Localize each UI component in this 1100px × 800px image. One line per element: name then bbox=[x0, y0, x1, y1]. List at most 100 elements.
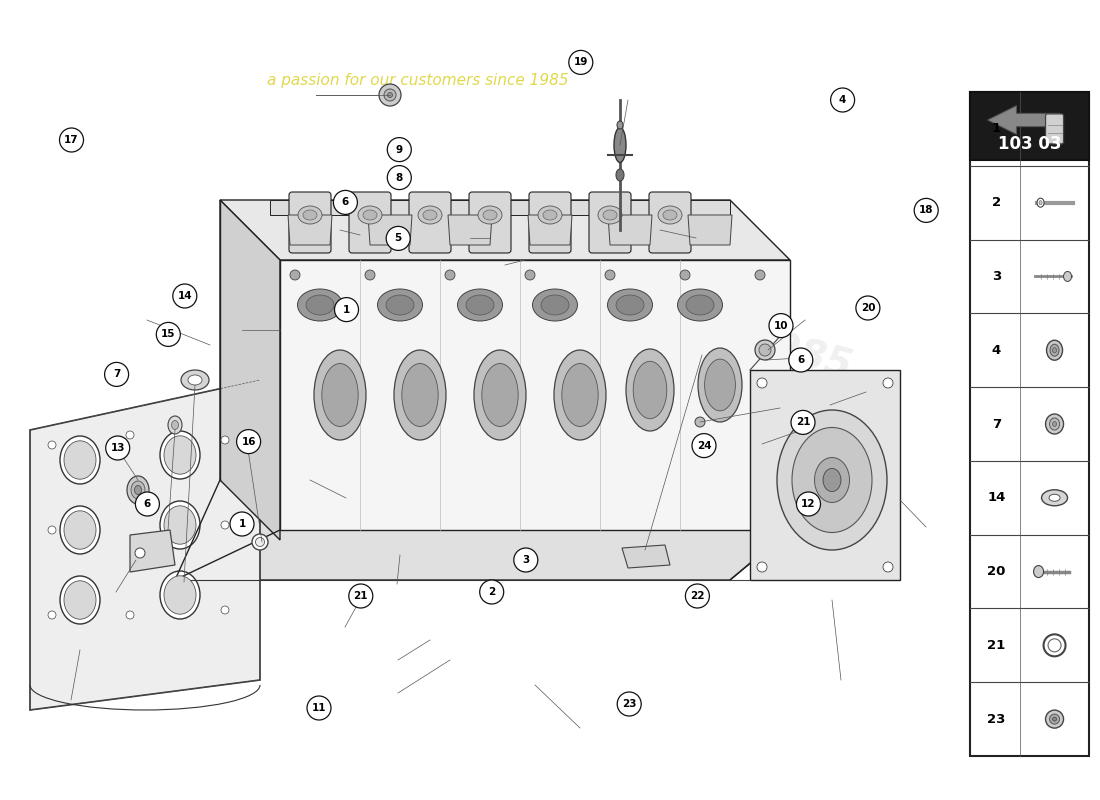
Polygon shape bbox=[368, 215, 412, 245]
Text: 1: 1 bbox=[992, 122, 1001, 135]
Polygon shape bbox=[448, 215, 492, 245]
Ellipse shape bbox=[126, 476, 148, 504]
Ellipse shape bbox=[168, 416, 182, 434]
Circle shape bbox=[569, 50, 593, 74]
Ellipse shape bbox=[554, 350, 606, 440]
Ellipse shape bbox=[626, 349, 674, 431]
FancyBboxPatch shape bbox=[409, 192, 451, 253]
Text: 1: 1 bbox=[239, 519, 245, 529]
Text: 6: 6 bbox=[144, 499, 151, 509]
Ellipse shape bbox=[634, 362, 667, 418]
Ellipse shape bbox=[60, 436, 100, 484]
Text: 21: 21 bbox=[353, 591, 369, 601]
Ellipse shape bbox=[658, 206, 682, 224]
Text: 2: 2 bbox=[992, 196, 1001, 209]
Ellipse shape bbox=[607, 289, 652, 321]
Text: 3: 3 bbox=[522, 555, 529, 565]
Text: 7: 7 bbox=[992, 418, 1001, 430]
Circle shape bbox=[791, 410, 815, 434]
Ellipse shape bbox=[478, 206, 502, 224]
Text: 4: 4 bbox=[839, 95, 846, 105]
Text: 1: 1 bbox=[343, 305, 350, 314]
Text: 23: 23 bbox=[621, 699, 637, 709]
Text: 20: 20 bbox=[860, 303, 876, 313]
Ellipse shape bbox=[663, 210, 676, 220]
Ellipse shape bbox=[160, 501, 200, 549]
Circle shape bbox=[104, 362, 129, 386]
Ellipse shape bbox=[562, 363, 598, 426]
Ellipse shape bbox=[1045, 710, 1064, 728]
Ellipse shape bbox=[131, 481, 145, 499]
Polygon shape bbox=[288, 215, 332, 245]
Text: 17: 17 bbox=[64, 135, 79, 145]
Ellipse shape bbox=[616, 295, 644, 315]
Circle shape bbox=[387, 166, 411, 190]
Ellipse shape bbox=[698, 348, 742, 422]
Ellipse shape bbox=[777, 410, 887, 550]
Circle shape bbox=[796, 492, 821, 516]
Circle shape bbox=[856, 296, 880, 320]
Ellipse shape bbox=[160, 431, 200, 479]
Polygon shape bbox=[621, 545, 670, 568]
Text: 15: 15 bbox=[161, 330, 176, 339]
Polygon shape bbox=[280, 260, 790, 530]
Ellipse shape bbox=[617, 121, 623, 129]
FancyBboxPatch shape bbox=[469, 192, 512, 253]
Circle shape bbox=[386, 226, 410, 250]
Ellipse shape bbox=[48, 611, 56, 619]
Ellipse shape bbox=[252, 534, 268, 550]
Ellipse shape bbox=[386, 295, 414, 315]
Text: 19: 19 bbox=[573, 58, 588, 67]
Ellipse shape bbox=[538, 206, 562, 224]
Text: 8: 8 bbox=[396, 173, 403, 182]
Ellipse shape bbox=[384, 89, 396, 101]
Ellipse shape bbox=[680, 270, 690, 280]
Ellipse shape bbox=[306, 295, 334, 315]
Ellipse shape bbox=[126, 611, 134, 619]
Ellipse shape bbox=[134, 486, 142, 494]
Ellipse shape bbox=[377, 289, 422, 321]
Ellipse shape bbox=[695, 417, 705, 427]
Polygon shape bbox=[175, 480, 790, 580]
Ellipse shape bbox=[1045, 414, 1064, 434]
Text: 7: 7 bbox=[113, 370, 120, 379]
Polygon shape bbox=[220, 200, 790, 260]
FancyBboxPatch shape bbox=[649, 192, 691, 253]
Ellipse shape bbox=[757, 562, 767, 572]
Polygon shape bbox=[220, 200, 280, 540]
Ellipse shape bbox=[221, 606, 229, 614]
Circle shape bbox=[769, 314, 793, 338]
Ellipse shape bbox=[883, 378, 893, 388]
Circle shape bbox=[156, 322, 180, 346]
Ellipse shape bbox=[755, 270, 764, 280]
Polygon shape bbox=[270, 200, 730, 215]
Text: euromotoces: euromotoces bbox=[197, 382, 727, 450]
Circle shape bbox=[135, 492, 160, 516]
Ellipse shape bbox=[483, 210, 497, 220]
Text: 18: 18 bbox=[918, 206, 934, 215]
Ellipse shape bbox=[598, 206, 622, 224]
Ellipse shape bbox=[1064, 271, 1071, 282]
Text: 24: 24 bbox=[696, 441, 712, 450]
Ellipse shape bbox=[302, 210, 317, 220]
Ellipse shape bbox=[614, 127, 626, 162]
Ellipse shape bbox=[424, 210, 437, 220]
Text: 5: 5 bbox=[395, 234, 402, 243]
Text: 14: 14 bbox=[177, 291, 192, 301]
Ellipse shape bbox=[1053, 348, 1056, 353]
Ellipse shape bbox=[755, 340, 775, 360]
Ellipse shape bbox=[164, 436, 196, 474]
Ellipse shape bbox=[221, 521, 229, 529]
Ellipse shape bbox=[1042, 490, 1067, 506]
Circle shape bbox=[230, 512, 254, 536]
FancyBboxPatch shape bbox=[1045, 114, 1064, 144]
Ellipse shape bbox=[135, 548, 145, 558]
Ellipse shape bbox=[458, 289, 503, 321]
Ellipse shape bbox=[363, 210, 377, 220]
Ellipse shape bbox=[759, 344, 771, 356]
Ellipse shape bbox=[221, 436, 229, 444]
Ellipse shape bbox=[394, 350, 446, 440]
Text: 20: 20 bbox=[987, 565, 1005, 578]
Ellipse shape bbox=[60, 576, 100, 624]
Ellipse shape bbox=[1034, 566, 1044, 578]
